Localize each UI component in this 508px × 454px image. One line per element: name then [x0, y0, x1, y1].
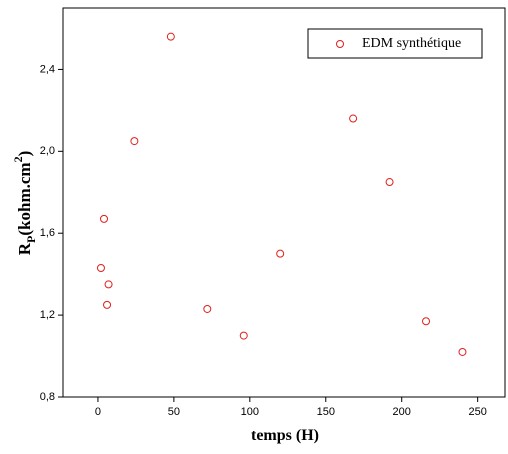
x-tick-label: 0: [95, 406, 101, 418]
data-point: [349, 114, 358, 123]
y-tick-label: 1,6: [40, 227, 55, 239]
data-point: [276, 249, 285, 258]
x-tick-label: 100: [241, 406, 259, 418]
y-tick-label: 0,8: [40, 391, 55, 403]
data-point: [239, 331, 248, 340]
data-point: [166, 32, 175, 41]
legend-marker: [336, 40, 344, 48]
y-label-close: ): [15, 151, 34, 157]
data-point: [96, 264, 105, 273]
x-tick-label: 50: [168, 406, 180, 418]
data-point: [103, 300, 112, 309]
plot-frame: [62, 7, 506, 398]
legend-label: EDM synthétique: [362, 36, 461, 51]
data-point: [130, 137, 139, 146]
y-tick-label: 2,4: [40, 63, 55, 75]
data-point: [203, 304, 212, 313]
x-axis-label: temps (H): [251, 427, 319, 444]
y-label-text: (kohm.cm: [15, 162, 34, 235]
y-label-main: R: [15, 242, 34, 255]
y-tick-label: 2,0: [40, 145, 55, 157]
y-axis-label: RP(kohm.cm2): [11, 151, 38, 256]
data-point: [385, 178, 394, 187]
data-point: [458, 347, 467, 356]
y-tick-label: 1,2: [40, 309, 55, 321]
data-point: [100, 214, 109, 223]
x-tick-label: 200: [393, 406, 411, 418]
y-label-sub: P: [24, 236, 38, 243]
data-point: [104, 280, 113, 289]
y-label-sup: 2: [11, 156, 25, 162]
data-point: [422, 317, 431, 326]
x-tick-label: 150: [317, 406, 335, 418]
x-tick-label: 250: [468, 406, 486, 418]
